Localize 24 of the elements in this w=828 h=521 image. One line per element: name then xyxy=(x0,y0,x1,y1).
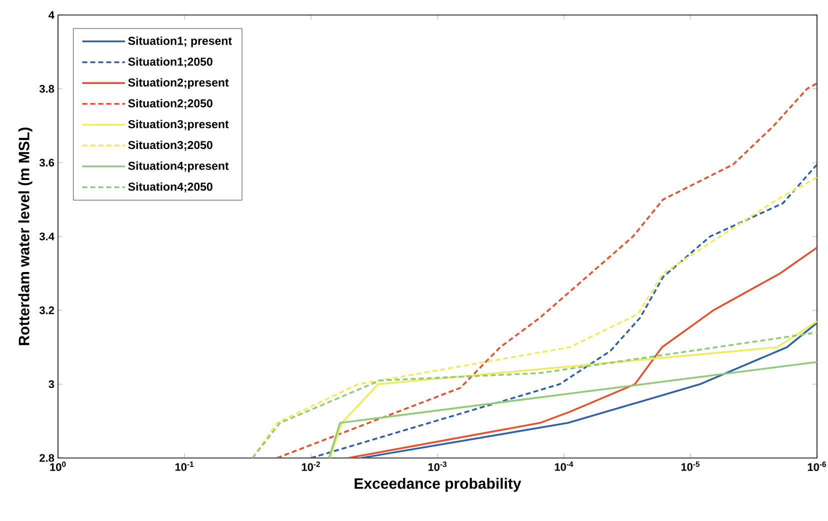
legend-label: Situation1;2050 xyxy=(128,57,212,68)
y-tick-label: 3 xyxy=(48,380,54,388)
legend-label: Situation3;present xyxy=(128,120,229,131)
legend-label: Situation1; present xyxy=(128,36,232,48)
y-tick-label: 4 xyxy=(48,11,54,19)
x-tick-label: 10$^{-6}$ xyxy=(808,462,826,471)
y-tick-label: 2.8 xyxy=(40,454,54,462)
x-tick-label: 10$^{-1}$ xyxy=(175,462,194,471)
x-tick-label: 10$^{-2}$ xyxy=(302,462,320,471)
y-tick-label: 3.8 xyxy=(39,84,54,93)
y-axis-title: Rotterdam water level (m MSL) xyxy=(18,128,32,346)
y-tick-label: 3.6 xyxy=(39,158,54,167)
legend-label: Situation2;present xyxy=(128,78,229,89)
legend-label: Situation4;2050 xyxy=(128,182,212,192)
x-tick-label: 10$^{0}$ xyxy=(50,462,66,471)
x-axis-title: Exceedance probability xyxy=(354,478,522,492)
y-tick-label: 3.4 xyxy=(39,232,54,240)
x-tick-label: 10$^{-4}$ xyxy=(554,462,574,471)
legend-label: Situation3;2050 xyxy=(128,140,212,151)
x-tick-label: 10$^{-5}$ xyxy=(681,462,700,471)
y-tick-label: 3.2 xyxy=(39,306,54,314)
legend-label: Situation4;present xyxy=(128,161,229,172)
x-tick-label: 10$^{-3}$ xyxy=(428,462,447,471)
legend-label: Situation2;2050 xyxy=(128,98,212,110)
